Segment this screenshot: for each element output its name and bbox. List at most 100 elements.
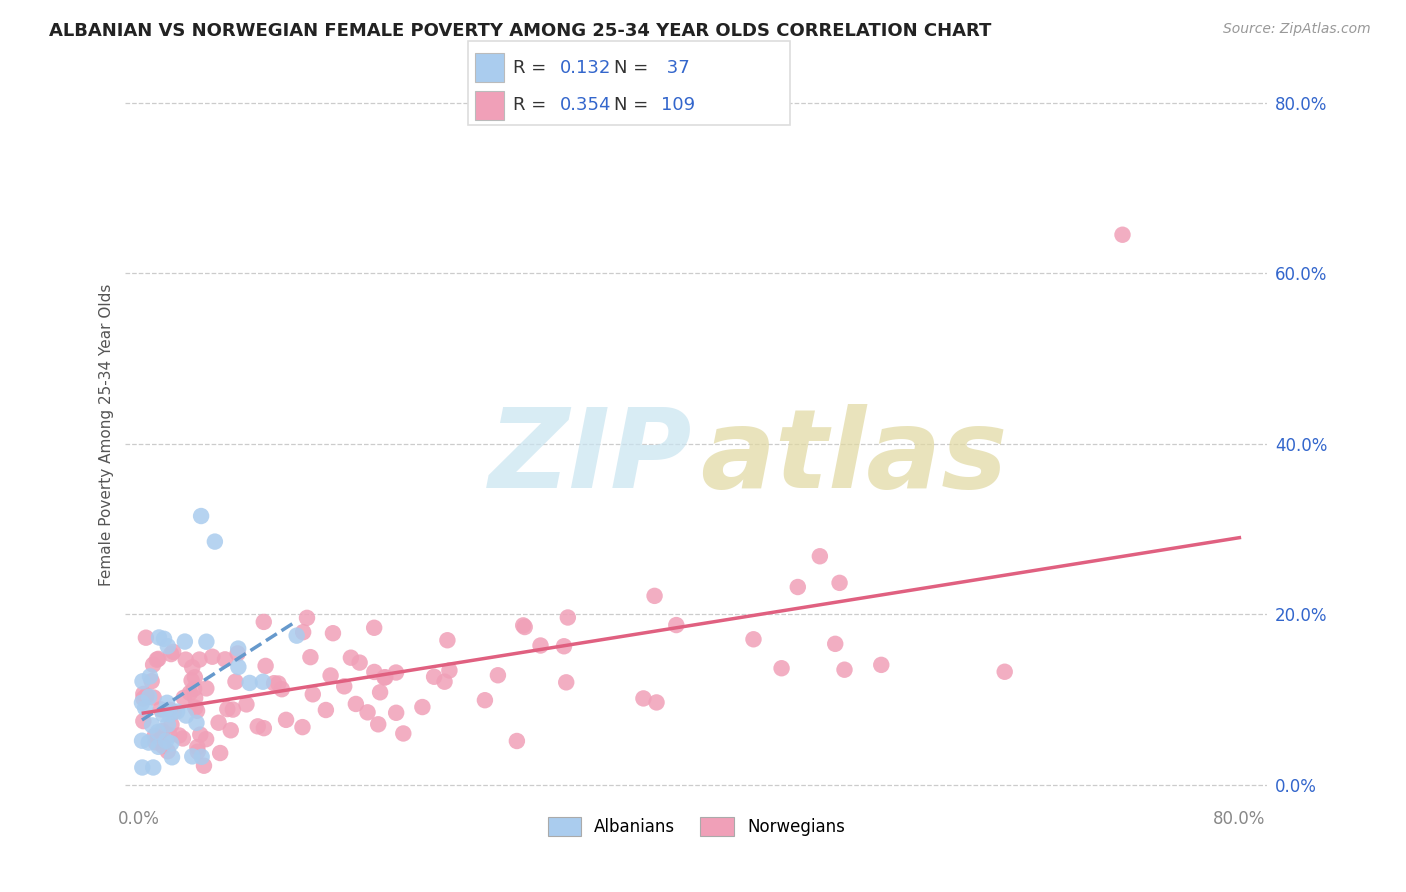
Y-axis label: Female Poverty Among 25-34 Year Olds: Female Poverty Among 25-34 Year Olds: [100, 284, 114, 586]
Point: [299, 650, 322, 665]
Point: [134, 701, 156, 715]
Point: [226, 647, 249, 661]
Point: [553, 640, 575, 654]
Point: [184, 700, 207, 714]
Point: [132, 691, 155, 706]
Point: [172, 731, 194, 746]
Point: [411, 700, 433, 714]
Text: Source: ZipAtlas.com: Source: ZipAtlas.com: [1223, 22, 1371, 37]
Point: [195, 732, 218, 747]
Point: [139, 669, 162, 683]
Point: [828, 575, 851, 590]
Point: [141, 718, 163, 732]
Point: [188, 652, 211, 666]
Point: [486, 668, 509, 682]
Point: [181, 660, 204, 674]
Point: [349, 656, 371, 670]
Text: 0.132: 0.132: [560, 59, 612, 77]
Point: [173, 690, 195, 705]
Point: [143, 729, 166, 743]
Point: [174, 653, 197, 667]
Point: [146, 653, 169, 667]
Point: [131, 696, 153, 710]
Point: [131, 760, 153, 774]
Text: ALBANIAN VS NORWEGIAN FEMALE POVERTY AMONG 25-34 YEAR OLDS CORRELATION CHART: ALBANIAN VS NORWEGIAN FEMALE POVERTY AMO…: [49, 22, 991, 40]
Point: [142, 690, 165, 705]
Point: [159, 707, 181, 722]
Point: [195, 634, 218, 648]
Text: 0.354: 0.354: [560, 96, 612, 114]
Point: [145, 735, 167, 749]
Point: [423, 670, 446, 684]
Point: [252, 674, 274, 689]
Point: [363, 621, 385, 635]
Point: [141, 674, 163, 689]
Point: [152, 724, 174, 739]
Point: [214, 652, 236, 666]
Point: [148, 652, 170, 666]
Point: [201, 649, 224, 664]
Point: [224, 674, 246, 689]
Point: [160, 750, 183, 764]
Point: [152, 707, 174, 722]
Point: [187, 745, 209, 759]
Point: [149, 702, 172, 716]
Point: [385, 665, 408, 680]
Point: [253, 615, 276, 629]
Point: [190, 509, 212, 524]
Point: [146, 725, 169, 739]
Point: [148, 739, 170, 754]
Point: [142, 657, 165, 672]
Point: [291, 720, 314, 734]
Point: [319, 668, 342, 682]
Point: [512, 618, 534, 632]
Point: [344, 697, 367, 711]
Point: [156, 744, 179, 758]
Point: [159, 728, 181, 742]
Point: [340, 650, 363, 665]
Point: [246, 719, 269, 733]
Point: [770, 661, 793, 675]
Point: [742, 632, 765, 647]
Point: [374, 670, 396, 684]
Point: [870, 657, 893, 672]
Point: [292, 625, 315, 640]
Point: [155, 734, 177, 748]
Text: 109: 109: [661, 96, 695, 114]
Point: [174, 708, 197, 723]
Point: [190, 749, 212, 764]
Point: [183, 681, 205, 696]
Point: [188, 728, 211, 742]
Point: [385, 706, 408, 720]
Point: [665, 618, 688, 632]
Point: [253, 721, 276, 735]
Point: [156, 696, 179, 710]
Point: [153, 632, 176, 646]
Point: [207, 715, 229, 730]
Point: [173, 634, 195, 648]
Point: [513, 620, 536, 634]
Point: [368, 685, 391, 699]
Point: [824, 637, 846, 651]
Point: [209, 746, 232, 760]
Point: [474, 693, 496, 707]
Point: [254, 659, 277, 673]
Point: [226, 641, 249, 656]
Point: [285, 629, 308, 643]
Point: [138, 690, 160, 704]
Point: [135, 689, 157, 703]
Point: [186, 715, 208, 730]
Point: [322, 626, 344, 640]
Point: [160, 647, 183, 661]
Point: [367, 717, 389, 731]
Point: [506, 734, 529, 748]
Point: [131, 674, 153, 689]
Point: [392, 726, 415, 740]
Point: [186, 740, 208, 755]
Text: R =: R =: [513, 59, 553, 77]
Point: [529, 639, 551, 653]
Point: [267, 676, 290, 690]
Point: [555, 675, 578, 690]
Point: [166, 705, 188, 719]
Point: [786, 580, 808, 594]
